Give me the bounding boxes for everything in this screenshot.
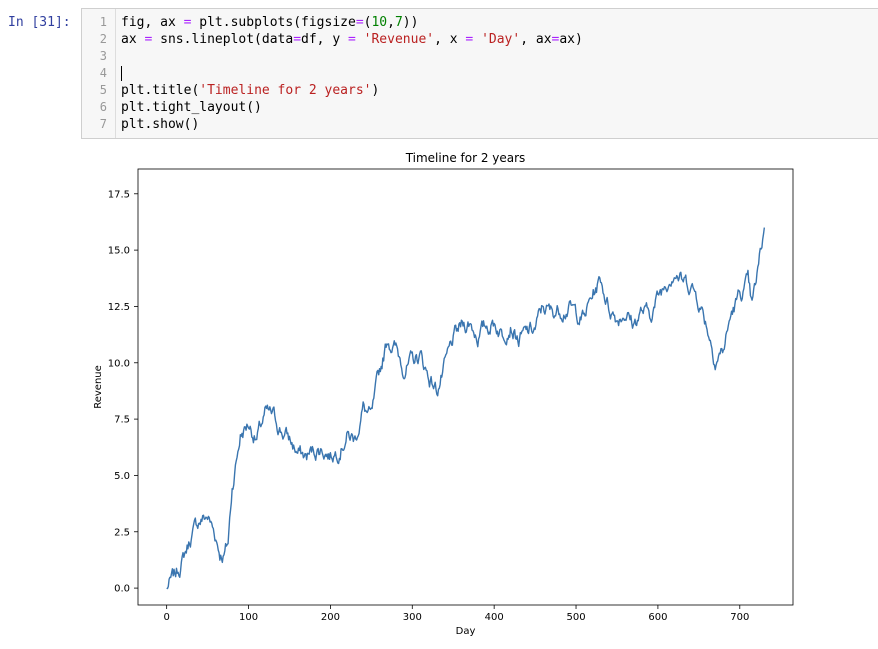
x-tick-label: 400: [485, 612, 504, 623]
x-tick-label: 200: [321, 612, 340, 623]
code-line[interactable]: 4: [82, 65, 878, 82]
code-cell[interactable]: 1 fig, ax = plt.subplots(figsize=(10,7)) 2…: [81, 8, 878, 139]
code-token: plt.title(: [121, 83, 200, 98]
code-token: [356, 32, 364, 47]
code-token: plt.show(): [121, 117, 200, 132]
code-token: =: [144, 32, 153, 47]
code-token: 'Day': [481, 32, 521, 47]
code-token: plt.subplots(figsize: [191, 15, 356, 30]
y-tick-label: 2.5: [114, 527, 130, 538]
line-number: 2: [99, 32, 107, 46]
code-line[interactable]: 5 plt.title('Timeline for 2 years'): [82, 82, 878, 99]
code-token: =: [355, 15, 364, 30]
x-tick-label: 600: [648, 612, 667, 623]
y-tick-label: 12.5: [108, 302, 130, 313]
code-token: plt.tight_layout(): [121, 100, 262, 115]
line-chart: 0 100 200 300 400 500 600 700 0.0 2.5 5.0 7.5 10.0 12…: [93, 151, 794, 637]
code-line[interactable]: 1 fig, ax = plt.subplots(figsize=(10,7)): [82, 14, 878, 31]
plot-area: [137, 168, 794, 606]
code-token: sns.lineplot(data: [152, 32, 294, 47]
y-tick-label: 17.5: [108, 189, 130, 200]
x-tick-label: 100: [239, 612, 258, 623]
code-token: =: [348, 32, 356, 47]
code-text[interactable]: fig, ax = plt.subplots(figsize=(10,7)): [121, 14, 418, 31]
code-token: =: [551, 32, 560, 47]
code-token: 'Revenue': [363, 32, 435, 47]
x-tick-label: 500: [566, 612, 585, 623]
code-text[interactable]: plt.tight_layout(): [121, 99, 262, 116]
code-line[interactable]: 7 plt.show(): [82, 116, 878, 133]
code-line[interactable]: 6 plt.tight_layout(): [82, 99, 878, 116]
code-text[interactable]: plt.show(): [121, 116, 199, 133]
code-token: 7: [394, 15, 403, 30]
line-number: 6: [99, 100, 107, 114]
y-tick-label: 5.0: [114, 471, 130, 482]
line-number: 1: [99, 15, 107, 29]
y-tick-label: 15.0: [108, 246, 130, 257]
code-line[interactable]: 2 ax = sns.lineplot(data=df, y = 'Revenue…: [82, 31, 878, 48]
cell-output: 0 100 200 300 400 500 600 700 0.0 2.5 5.0 7.5 10.0 12…: [81, 140, 878, 645]
code-token: 'Timeline for 2 years': [199, 83, 372, 98]
x-tick-label: 0: [163, 612, 169, 623]
x-axis-label: Day: [456, 626, 476, 637]
y-tick-label: 10.0: [108, 358, 130, 369]
chart-title: Timeline for 2 years: [405, 151, 526, 165]
code-text[interactable]: plt.title('Timeline for 2 years'): [121, 82, 379, 99]
code-token: ,: [387, 15, 395, 30]
code-text[interactable]: ax = sns.lineplot(data=df, y = 'Revenue'…: [121, 31, 583, 48]
code-token: [473, 32, 481, 47]
x-tick-label: 700: [730, 612, 749, 623]
revenue-line: [166, 227, 766, 590]
code-token: ): [371, 83, 380, 98]
line-number: 5: [99, 83, 107, 97]
y-axis-label: Revenue: [93, 365, 104, 409]
code-token: =: [293, 32, 302, 47]
code-token: )): [402, 15, 419, 30]
code-token: df, y: [301, 32, 348, 47]
cell-prompt: In [31]:: [8, 15, 71, 30]
code-line[interactable]: 3: [82, 48, 878, 65]
code-token: (: [363, 15, 372, 30]
line-number: 7: [99, 117, 107, 131]
line-number: 3: [99, 49, 107, 63]
line-number-gutter: [82, 9, 116, 138]
code-editor[interactable]: 1 fig, ax = plt.subplots(figsize=(10,7)) 2…: [82, 14, 878, 133]
code-token: ax): [559, 32, 583, 47]
code-token: 10: [371, 15, 388, 30]
code-token: ax: [121, 32, 145, 47]
code-token: =: [183, 15, 192, 30]
line-number: 4: [99, 66, 107, 80]
x-tick-label: 300: [403, 612, 422, 623]
code-text[interactable]: [121, 65, 122, 82]
text-cursor: [121, 66, 122, 81]
y-tick-label: 7.5: [114, 415, 130, 426]
y-tick-label: 0.0: [114, 584, 130, 595]
code-token: , x: [434, 32, 466, 47]
code-token: =: [465, 32, 474, 47]
code-token: fig, ax: [121, 15, 184, 30]
code-token: , ax: [520, 32, 552, 47]
